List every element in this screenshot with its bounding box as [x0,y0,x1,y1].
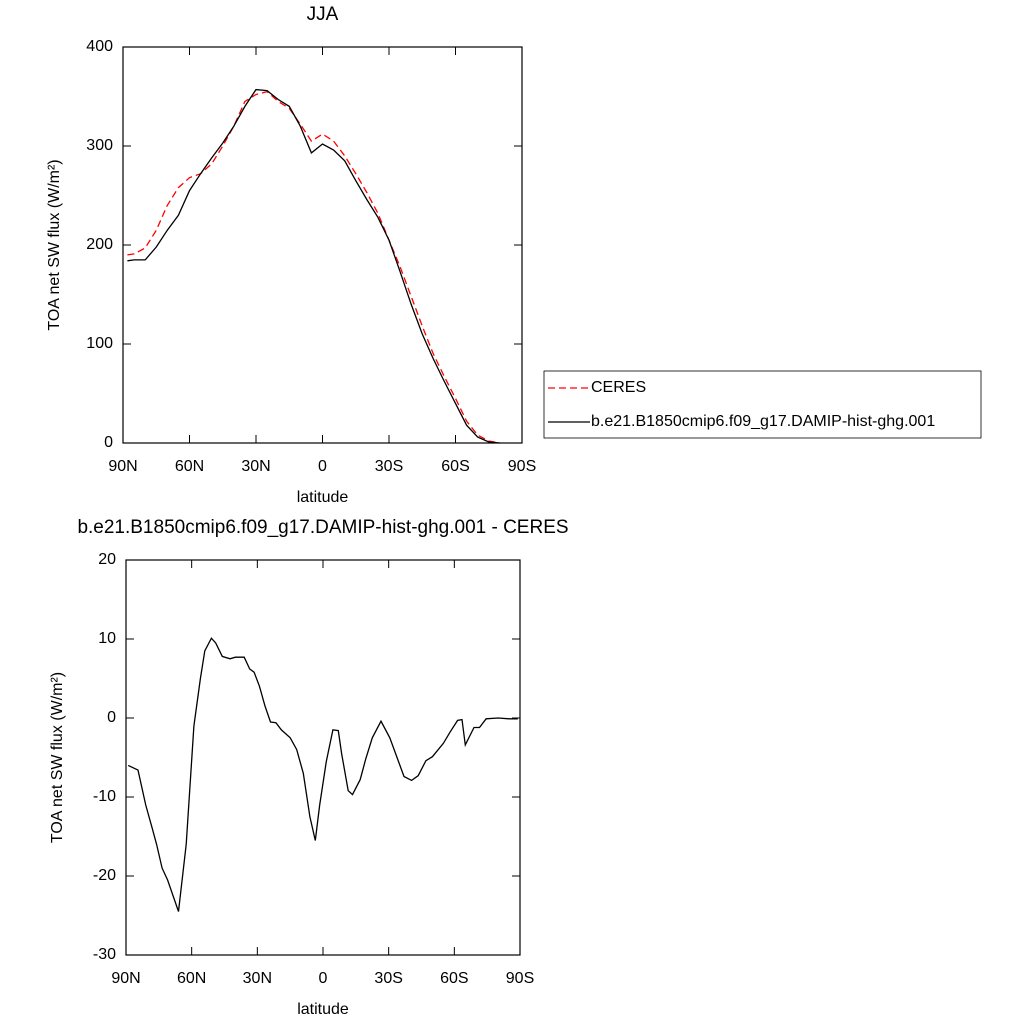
y-tick-label: 0 [104,434,113,451]
x-tick-label: 30N [243,970,272,987]
x-tick-label: 30S [375,458,403,475]
y-tick-label: 10 [98,630,116,647]
y-tick-label: -30 [93,946,116,963]
legend-label: b.e21.B1850cmip6.f09_g17.DAMIP-hist-ghg.… [591,413,935,430]
x-tick-label: 90N [111,970,140,987]
chart-title: JJA [307,4,339,25]
y-tick-label: -20 [93,867,116,884]
y-axis-label: TOA net SW flux (W/m²) [49,672,66,843]
y-tick-label: -10 [93,788,116,805]
y-tick-label: 200 [86,236,113,253]
legend-label: CERES [591,379,646,396]
y-axis-label: TOA net SW flux (W/m²) [46,159,63,330]
x-tick-label: 90N [108,458,137,475]
x-tick-label: 90S [508,458,536,475]
y-tick-label: 300 [86,137,113,154]
y-tick-label: 20 [98,551,116,568]
y-tick-label: 0 [107,709,116,726]
x-tick-label: 0 [319,970,328,987]
y-tick-label: 400 [86,38,113,55]
x-tick-label: 30N [241,458,270,475]
data-line [127,637,518,912]
x-tick-label: 60N [177,970,206,987]
chart-title: b.e21.B1850cmip6.f09_g17.DAMIP-hist-ghg.… [77,517,568,538]
plot-frame [125,559,521,956]
plot-frame [122,46,523,444]
x-axis-label: latitude [297,489,349,506]
x-tick-label: 90S [506,970,534,987]
y-tick-label: 100 [86,335,113,352]
x-axis-label: latitude [297,1001,349,1018]
x-tick-label: 0 [318,458,327,475]
data-line [127,88,500,444]
x-tick-label: 60S [441,458,469,475]
legend-box [543,370,982,439]
data-line [127,90,500,444]
x-tick-label: 60N [175,458,204,475]
x-tick-label: 30S [374,970,402,987]
x-tick-label: 60S [440,970,468,987]
